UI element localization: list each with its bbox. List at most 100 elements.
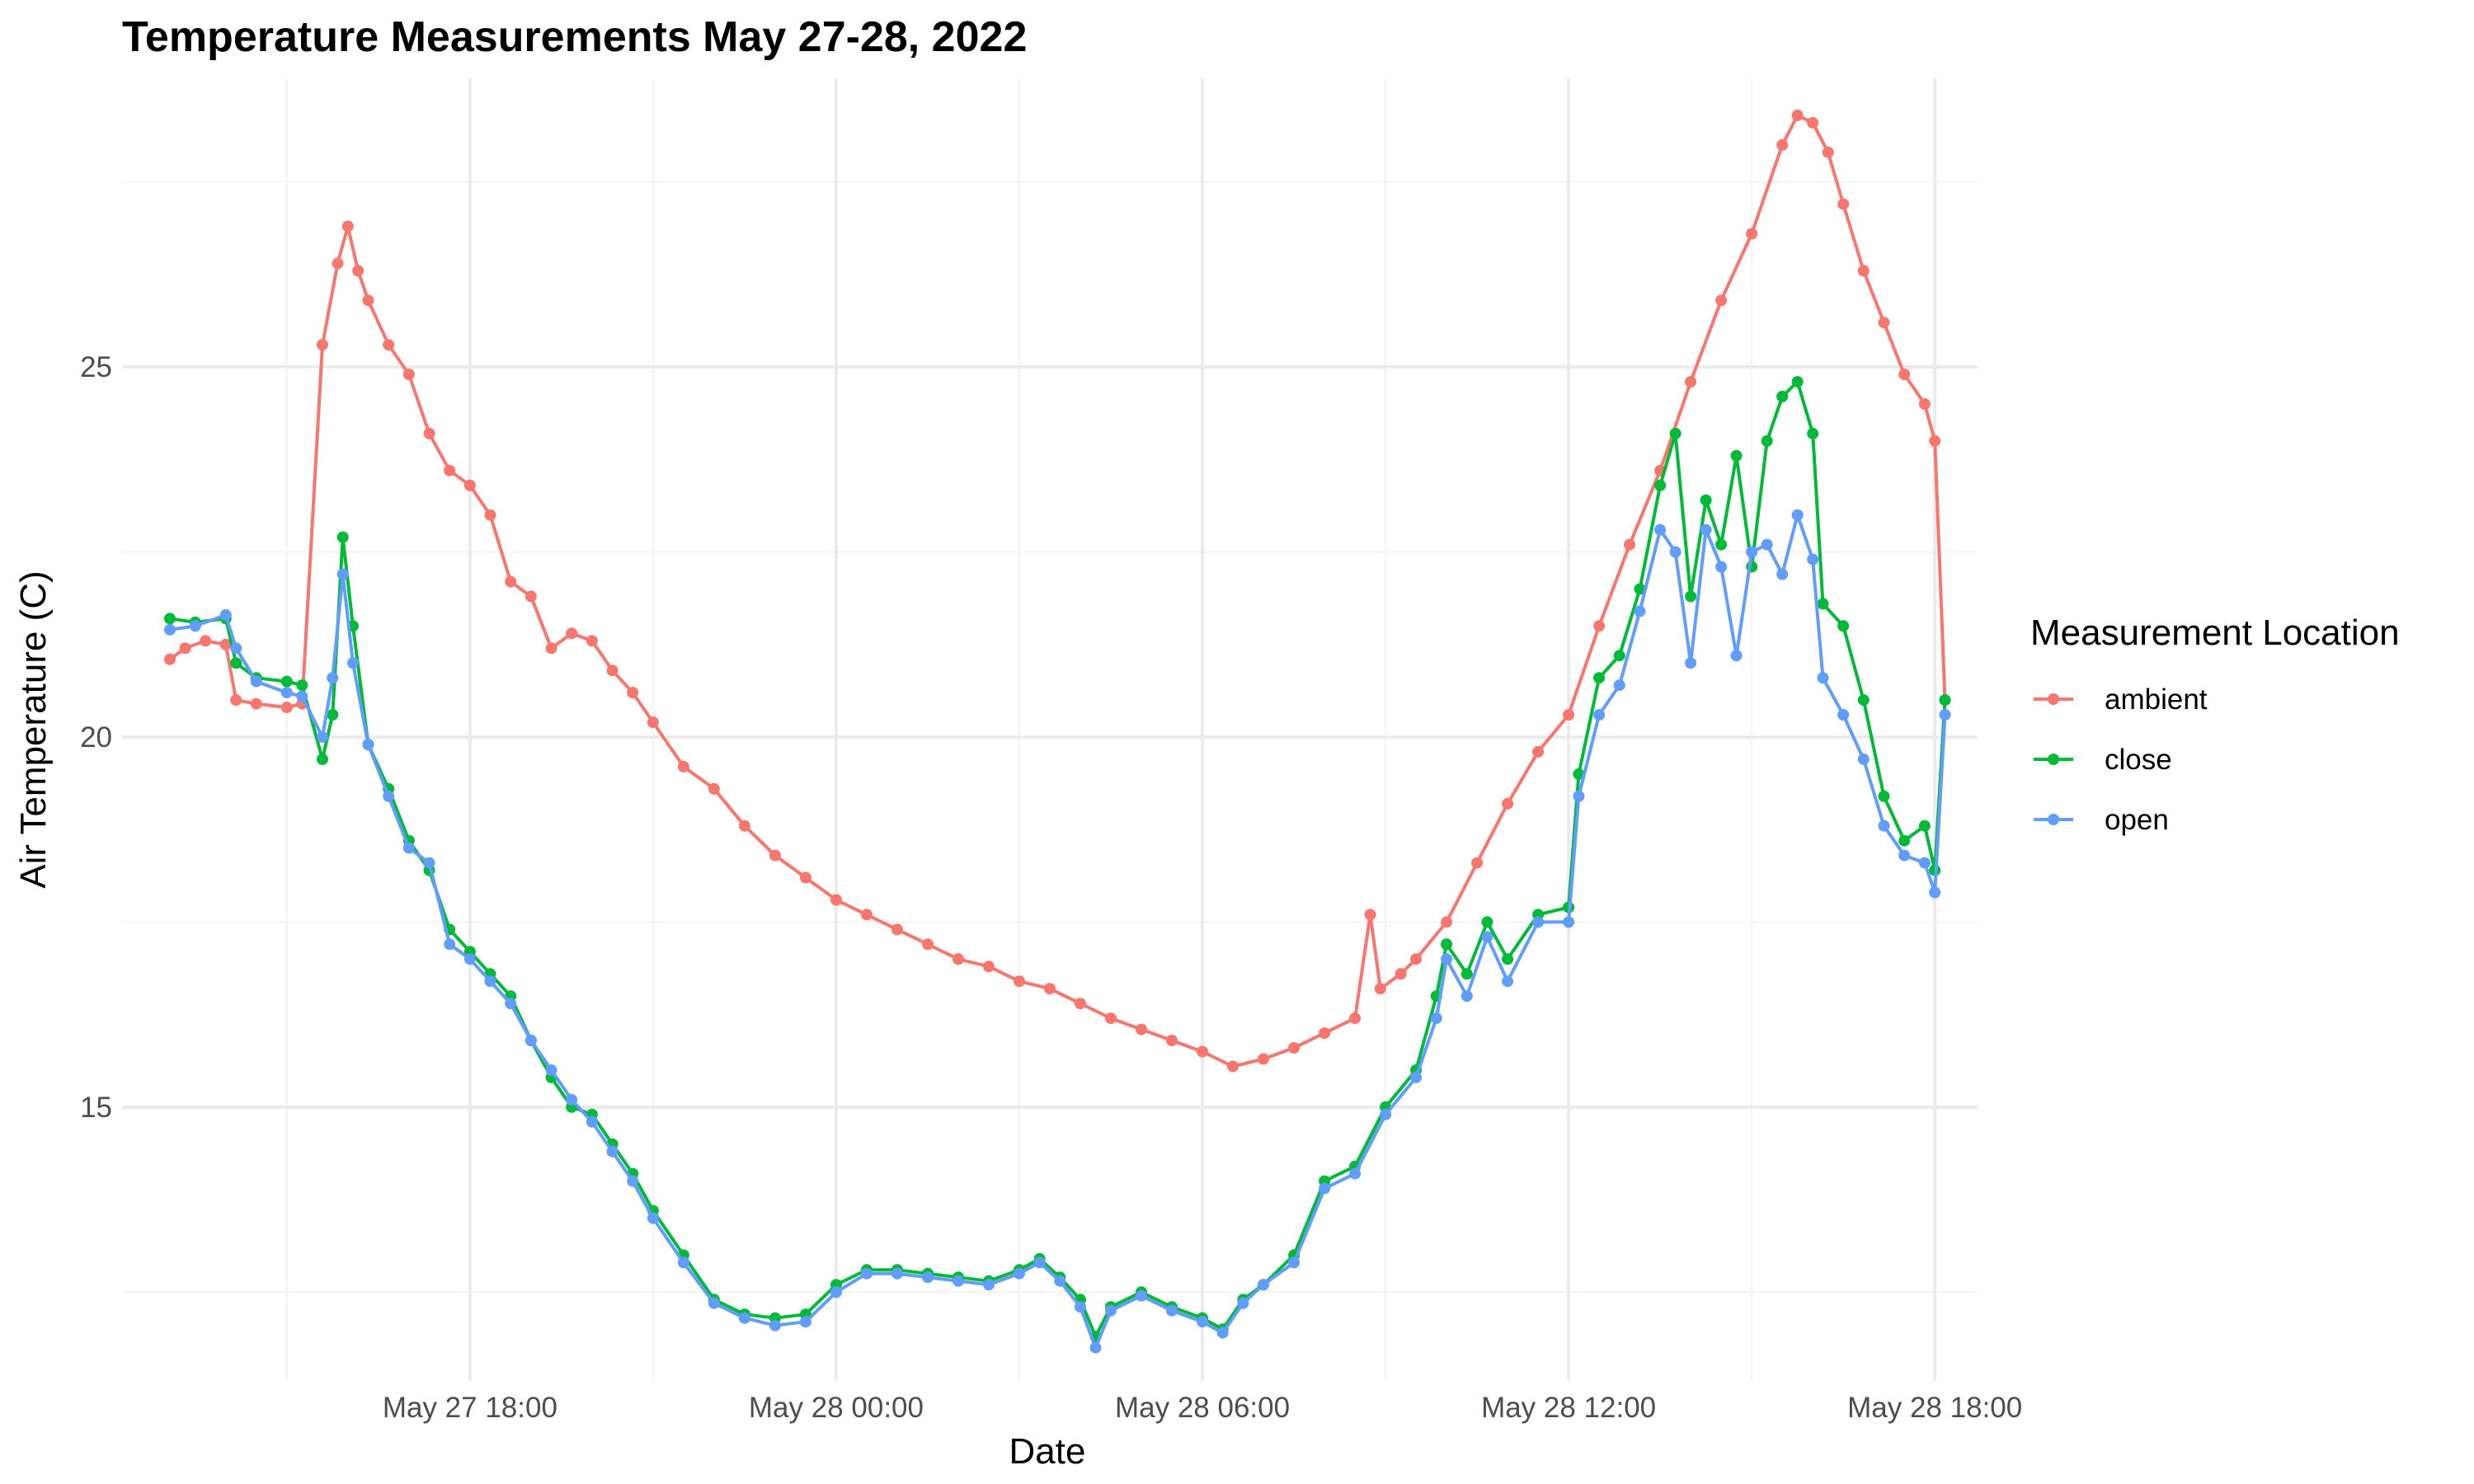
data-point-close (280, 675, 293, 688)
data-point-open (891, 1267, 903, 1280)
data-point-open (1258, 1279, 1269, 1291)
data-point-ambient (952, 953, 964, 965)
data-point-ambient (738, 819, 750, 832)
data-point-open (1136, 1289, 1147, 1302)
data-point-open (1197, 1316, 1208, 1328)
x-tick-label: May 28 12:00 (1481, 1392, 1656, 1424)
data-point-ambient (1197, 1045, 1208, 1058)
series-ambient (164, 109, 1951, 1073)
legend-label: ambient (2105, 683, 2208, 716)
series-open (164, 509, 1951, 1354)
data-point-ambient (179, 642, 191, 655)
x-axis-ticks: May 27 18:00 May 28 00:00 May 28 06:00 May … (383, 1392, 2022, 1424)
data-point-open (1288, 1256, 1300, 1269)
data-point-ambient (1227, 1060, 1239, 1073)
data-point-open (327, 672, 339, 684)
data-point-ambient (922, 938, 934, 951)
data-point-open (1441, 953, 1453, 965)
data-point-open (423, 857, 435, 869)
grid-lines (122, 78, 1978, 1381)
data-point-ambient (1014, 975, 1025, 988)
data-point-close (1613, 650, 1625, 662)
data-point-ambient (1857, 265, 1870, 277)
legend-key-point (2048, 814, 2059, 825)
data-point-ambient (627, 687, 639, 699)
data-point-close (1817, 598, 1829, 610)
data-point-ambient (1715, 294, 1728, 307)
data-point-close (164, 613, 176, 625)
data-point-open (1237, 1297, 1249, 1309)
data-point-open (1563, 916, 1575, 928)
data-point-ambient (1776, 139, 1789, 151)
data-point-open (1481, 931, 1493, 943)
data-point-ambient (1929, 434, 1941, 447)
data-point-open (362, 739, 374, 750)
data-point-ambient (1395, 968, 1407, 980)
data-point-close (1898, 834, 1911, 847)
y-tick-label: 25 (80, 351, 112, 383)
data-point-ambient (1685, 376, 1697, 388)
data-point-close (1776, 391, 1789, 402)
data-point-open (1700, 524, 1712, 536)
data-point-ambient (1319, 1027, 1331, 1040)
data-point-close (1502, 953, 1514, 965)
data-point-open (861, 1267, 872, 1280)
data-point-open (1054, 1275, 1066, 1287)
data-point-open (1837, 709, 1850, 721)
data-point-close (1700, 494, 1712, 506)
legend-item-open: open (2034, 804, 2169, 836)
data-point-open (402, 842, 415, 854)
data-point-open (230, 642, 242, 655)
data-point-ambient (1822, 146, 1834, 158)
data-point-close (1634, 583, 1646, 595)
data-point-ambient (1258, 1053, 1269, 1065)
legend-item-ambient: ambient (2034, 683, 2208, 716)
legend-key-point (2048, 754, 2059, 765)
data-point-ambient (332, 257, 344, 270)
data-point-open (347, 657, 359, 669)
data-point-ambient (230, 694, 242, 707)
data-point-open (1746, 546, 1758, 558)
data-point-ambient (647, 716, 659, 728)
data-point-ambient (983, 960, 995, 973)
data-point-ambient (799, 871, 811, 884)
data-point-open (606, 1145, 618, 1158)
data-point-close (1685, 590, 1697, 603)
data-point-ambient (383, 339, 395, 351)
data-point-open (1807, 553, 1819, 566)
data-point-close (1441, 938, 1453, 951)
data-point-ambient (566, 627, 578, 640)
data-point-open (1502, 975, 1514, 988)
legend-item-close: close (2034, 744, 2172, 776)
data-point-open (1654, 524, 1667, 536)
data-point-close (1715, 538, 1728, 551)
data-point-open (336, 568, 349, 580)
data-point-open (1669, 546, 1681, 558)
data-point-close (1761, 434, 1773, 447)
data-point-ambient (1807, 116, 1819, 129)
data-point-close (1878, 790, 1890, 802)
data-point-open (1105, 1304, 1117, 1317)
data-point-open (1918, 857, 1931, 869)
data-point-ambient (505, 575, 517, 588)
data-point-ambient (586, 635, 598, 647)
data-point-open (1898, 849, 1911, 862)
data-point-open (769, 1319, 781, 1331)
data-point-ambient (444, 464, 456, 477)
data-point-ambient (1746, 228, 1758, 240)
data-point-ambient (362, 294, 374, 307)
data-point-ambient (1898, 369, 1911, 381)
data-point-close (1654, 479, 1667, 491)
data-point-open (1075, 1301, 1086, 1313)
data-point-ambient (484, 509, 496, 521)
data-point-open (738, 1312, 750, 1324)
data-point-close (1918, 819, 1931, 832)
data-point-close (1857, 694, 1870, 707)
data-point-ambient (830, 894, 842, 906)
data-point-close (296, 679, 308, 692)
data-point-close (317, 753, 328, 765)
data-point-ambient (1791, 109, 1804, 121)
data-point-ambient (1075, 998, 1086, 1010)
data-point-open (1730, 650, 1743, 662)
